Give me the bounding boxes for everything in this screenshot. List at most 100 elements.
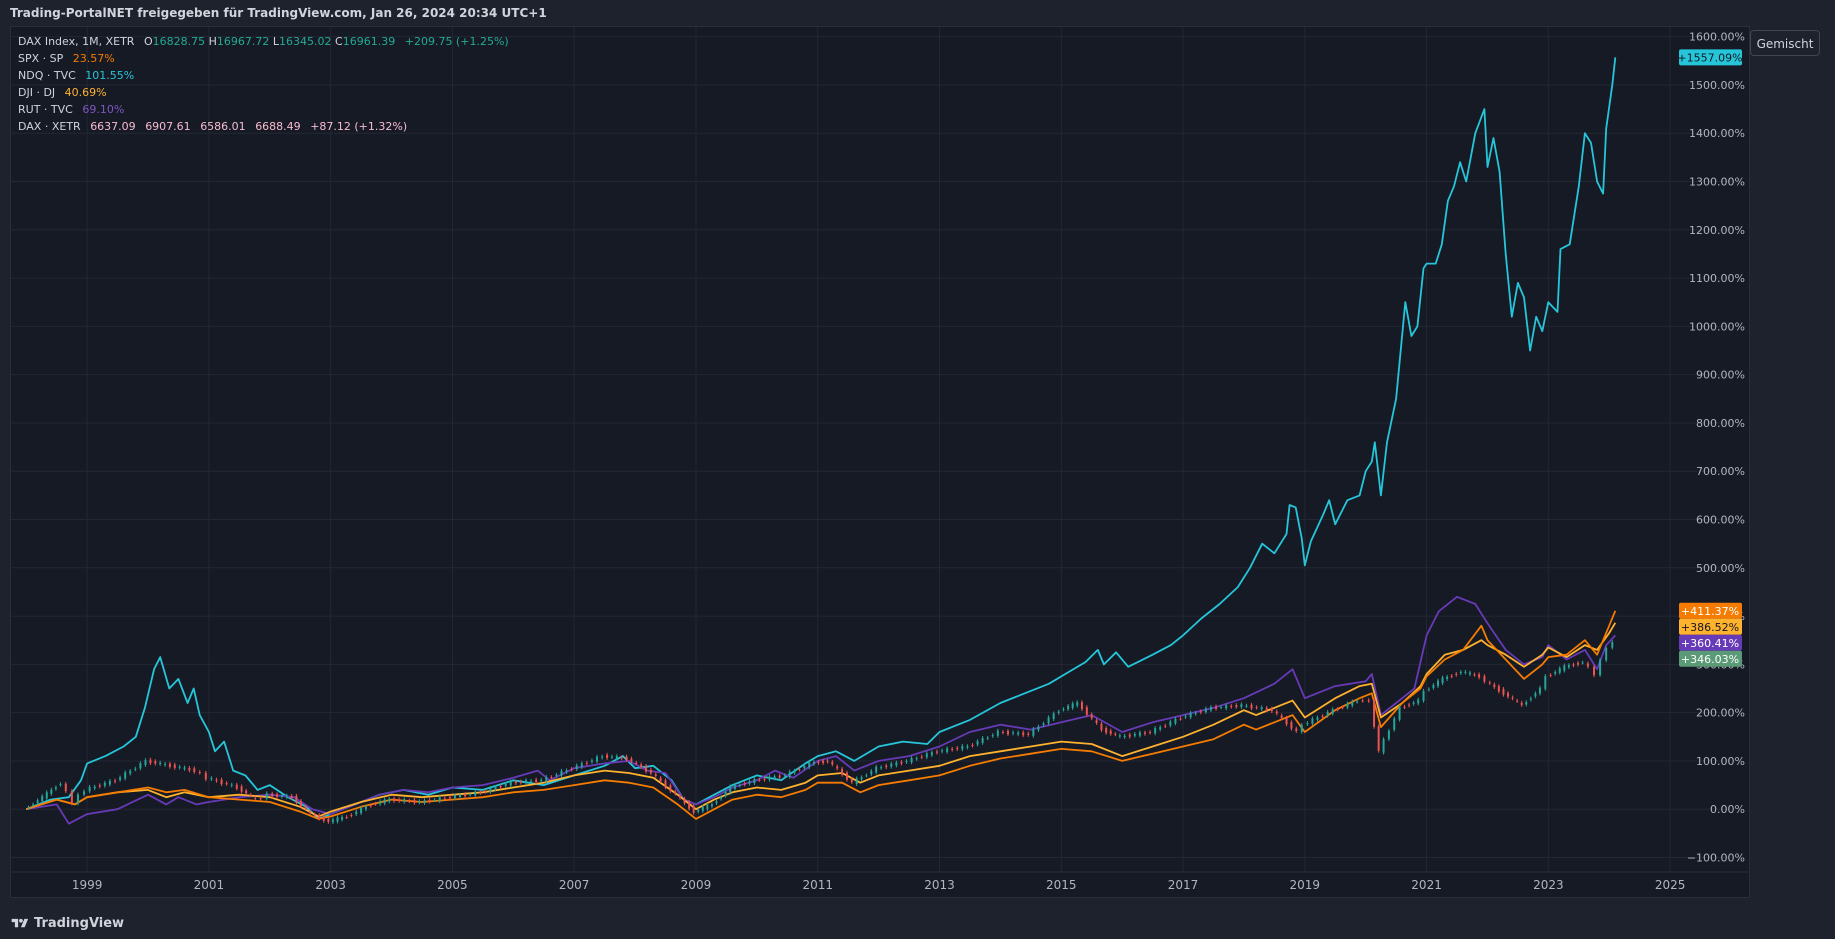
dax-candle — [108, 780, 111, 785]
dax-candle — [841, 768, 844, 775]
legend-dax-open: 6637.09 — [90, 120, 136, 133]
y-tick-label: 1400.00% — [1689, 127, 1745, 140]
dax-candle — [1275, 711, 1278, 714]
dax-candle — [545, 777, 548, 782]
dax-candle — [1006, 730, 1009, 735]
dax-candle — [1199, 711, 1202, 713]
dax-candle — [309, 811, 312, 813]
dax-candle — [484, 791, 487, 793]
dax-candle — [1012, 732, 1015, 734]
dax-candle — [1507, 693, 1510, 697]
dax-candle — [1341, 707, 1344, 709]
dax-candle — [1118, 735, 1121, 737]
dax-candle — [459, 794, 462, 798]
dax-candle — [433, 799, 436, 801]
dax-candle — [688, 801, 691, 809]
y-tick-label: 1100.00% — [1689, 272, 1745, 285]
dax-candle — [831, 761, 834, 765]
legend-row-dji[interactable]: DJI · DJ 40.69% — [18, 84, 515, 101]
dax-candle — [738, 785, 741, 787]
dax-candle — [240, 786, 243, 792]
dax-candle — [50, 789, 53, 794]
dax-candle — [225, 783, 228, 785]
tradingview-logo[interactable]: TradingView — [10, 908, 124, 939]
dax-candle — [423, 800, 426, 803]
dax-candle — [674, 791, 677, 794]
dax-candle — [870, 770, 873, 775]
dax-candle — [701, 806, 704, 812]
dax-candle — [64, 783, 67, 792]
dax-candle — [808, 761, 811, 768]
dax-candle — [509, 781, 512, 786]
legend-dji-value: 40.69% — [64, 86, 107, 99]
dax-candle — [540, 779, 543, 782]
dax-candle — [1194, 712, 1197, 714]
dax-candle — [453, 795, 456, 799]
dax-candle — [1052, 713, 1055, 720]
dax-candle — [1071, 703, 1074, 709]
dax-candle — [245, 790, 248, 794]
dax-candle — [845, 772, 848, 780]
dax-candle — [98, 785, 101, 787]
dax-candle — [193, 768, 196, 772]
legend-row-ndq[interactable]: NDQ · TVC 101.55% — [18, 67, 515, 84]
dax-candle — [1351, 701, 1354, 706]
dax-candle — [149, 759, 152, 764]
legend-row-main[interactable]: DAX Index, 1M, XETR O16828.75 H16967.72 … — [18, 33, 515, 50]
dax-candle — [1179, 718, 1182, 720]
dax-candle — [374, 803, 377, 805]
dax-candle — [890, 763, 893, 767]
dax-candle — [1235, 705, 1238, 707]
legend-row-dax[interactable]: DAX · XETR 6637.09 6907.61 6586.01 6688.… — [18, 118, 515, 135]
dax-candle — [164, 763, 167, 765]
dax-candle — [1497, 686, 1500, 692]
scale-mode-button[interactable]: Gemischt — [1750, 30, 1820, 56]
dax-candle — [280, 795, 283, 797]
dax-candle — [1138, 732, 1141, 736]
dax-candle — [606, 754, 609, 758]
dax-candle — [524, 780, 527, 784]
dax-candle — [976, 741, 979, 745]
dax-candle — [519, 781, 522, 783]
dax-candle — [1062, 709, 1065, 711]
legend-dax-high: 6907.61 — [145, 120, 191, 133]
dax-candle — [971, 745, 974, 747]
dax-candle — [1436, 680, 1439, 687]
dax-candle — [817, 761, 820, 763]
dax-candle — [1403, 706, 1406, 708]
dax-candle — [850, 778, 853, 783]
legend-rut-value: 69.10% — [82, 103, 125, 116]
dax-candle — [285, 795, 288, 798]
legend-ndq-symbol: NDQ · TVC — [18, 69, 76, 82]
dax-candle — [413, 799, 416, 803]
dax-candle — [350, 815, 353, 817]
chart-svg[interactable]: −100.00%0.00%100.00%200.00%300.00%400.00… — [11, 27, 1749, 897]
dax-candle — [168, 763, 171, 767]
chart-area[interactable]: −100.00%0.00%100.00%200.00%300.00%400.00… — [10, 26, 1750, 898]
dax-candle — [763, 778, 766, 780]
dax-candle — [1356, 701, 1359, 703]
dax-candle — [615, 756, 618, 759]
dax-candle — [996, 730, 999, 736]
dax-candle — [1544, 675, 1547, 689]
dax-candle — [585, 762, 588, 764]
dax-candle — [961, 745, 964, 750]
dax-candle — [220, 779, 223, 785]
dax-candle — [570, 768, 573, 770]
legend-rut-symbol: RUT · TVC — [18, 103, 73, 116]
ndq-series-line — [25, 57, 1617, 820]
dax-candle — [649, 769, 652, 774]
y-tick-label: 900.00% — [1696, 369, 1745, 382]
dax-candle — [1331, 709, 1334, 714]
dji-last-label: +386.52% — [1681, 621, 1739, 634]
dax-candle — [715, 801, 718, 804]
dax-candle — [1511, 697, 1514, 699]
dax-candle — [925, 753, 928, 758]
legend-row-rut[interactable]: RUT · TVC 69.10% — [18, 101, 515, 118]
dax-candle — [1204, 708, 1207, 713]
legend-main-symbol: DAX Index, 1M, XETR — [18, 35, 135, 48]
dax-candle — [489, 787, 492, 792]
dax-last-label: +346.03% — [1681, 653, 1739, 666]
dax-candle — [1473, 674, 1476, 676]
legend-row-spx[interactable]: SPX · SP 23.57% — [18, 50, 515, 67]
